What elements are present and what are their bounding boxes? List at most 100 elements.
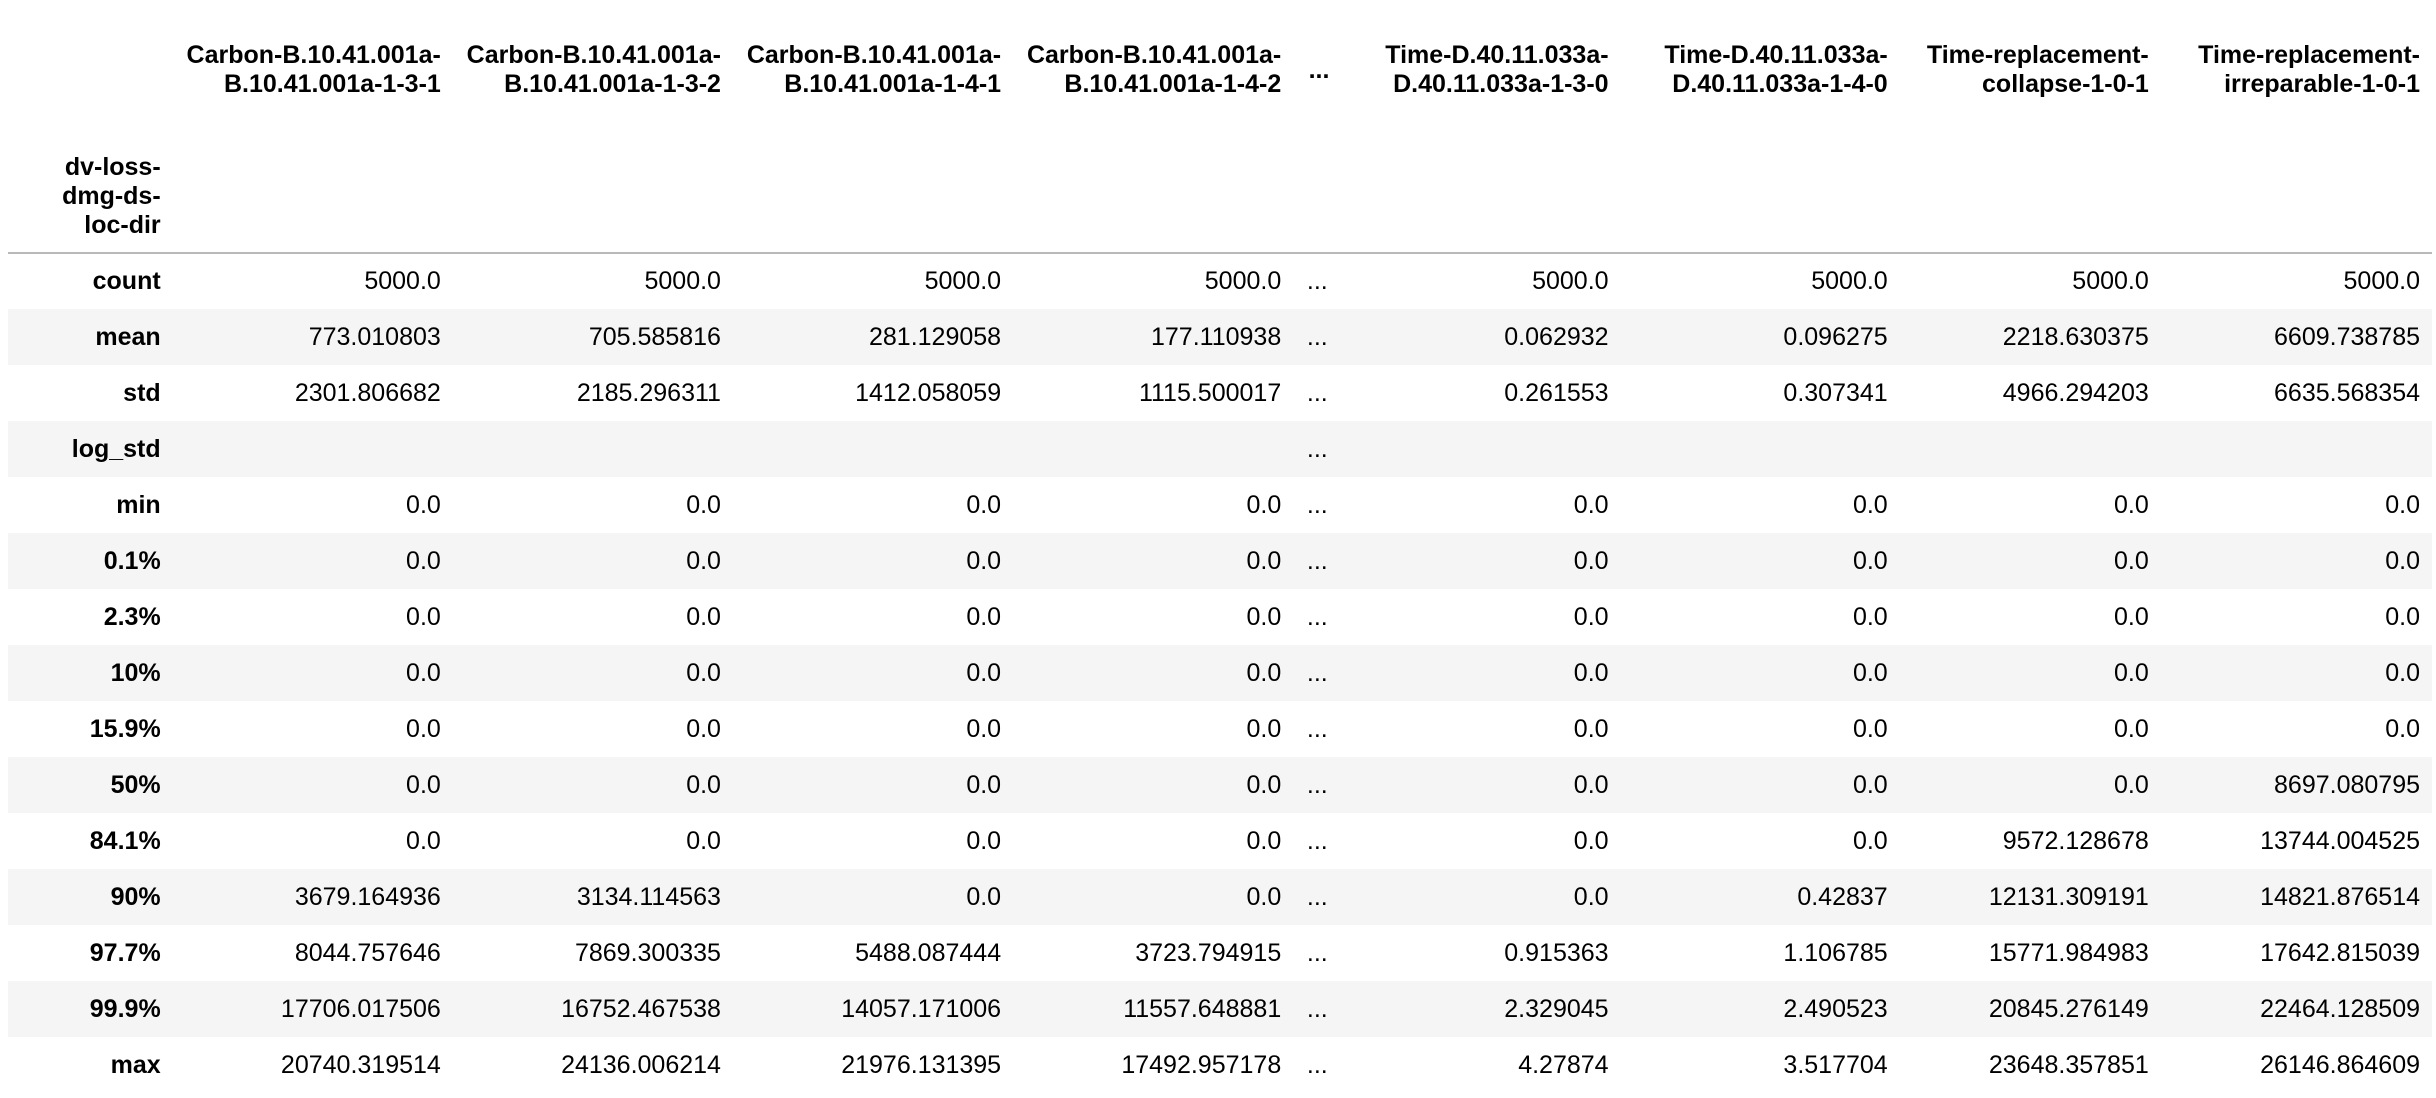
table-cell: 17642.815039	[2260, 938, 2420, 967]
table-cell: 0.0	[1573, 490, 1609, 519]
table-cell: 0.0	[2114, 658, 2149, 687]
table-cell: 773.010803	[308, 322, 441, 351]
table-cell: 5000.0	[924, 267, 1002, 295]
blank-header-cell	[1013, 140, 1294, 254]
row-label: 15.9%	[89, 714, 161, 743]
row-label: 99.9%	[89, 994, 161, 1023]
table-cell: 0.0	[686, 826, 721, 855]
table-cell: 3.517704	[1783, 1050, 1888, 1079]
table-cell: 20845.276149	[1988, 994, 2149, 1023]
table-cell	[1621, 421, 1900, 477]
table-cell: 4.27874	[1518, 1050, 1609, 1079]
corner-cell	[8, 0, 173, 140]
table-cell: 14057.171006	[841, 994, 1002, 1023]
table-cell: 24136.006214	[561, 1050, 721, 1079]
table-cell: 0.0	[406, 602, 441, 631]
table-cell: 12131.309191	[1988, 882, 2149, 911]
index-name-row: dv-loss-dmg-ds-loc-dir	[8, 140, 2432, 254]
ellipsis-cell: ...	[1306, 826, 1328, 855]
blank-header-cell	[1620, 140, 1900, 254]
table-cell: 5488.087444	[855, 938, 1002, 967]
table-cell: 0.096275	[1783, 322, 1888, 351]
table-cell: 0.0	[2385, 490, 2420, 519]
table-cell: 0.0	[406, 658, 441, 687]
table-cell: 0.0	[966, 714, 1002, 743]
table-cell: 0.0	[966, 602, 1002, 631]
table-cell: 0.0	[966, 546, 1002, 575]
table-cell: 0.0	[1246, 546, 1282, 575]
table-cell: 2218.630375	[2002, 322, 2149, 351]
table-cell: 0.0	[1246, 826, 1282, 855]
ellipsis-cell: ...	[1306, 267, 1328, 295]
table-cell: 17706.017506	[280, 994, 441, 1023]
table-row: 2.3% 0.0 0.0 0.0 0.0... 0.0 0.0 0.0 0.0	[8, 589, 2432, 645]
table-cell: 0.307341	[1783, 378, 1888, 407]
table-cell: 1115.500017	[1138, 378, 1282, 407]
column-header: Carbon-B.10.41.001a-B.10.41.001a-1-3-2	[466, 41, 721, 98]
table-cell: 0.0	[1852, 826, 1888, 855]
table-cell	[453, 421, 733, 477]
blank-header-cell	[2160, 140, 2432, 254]
ellipsis-cell: ...	[1306, 882, 1328, 911]
row-label: 2.3%	[103, 602, 161, 631]
ellipsis-cell: ...	[1306, 546, 1328, 575]
table-cell: 0.0	[406, 826, 441, 855]
table-row: max 20740.319514 24136.006214 21976.131395 1…	[8, 1037, 2432, 1093]
table-cell: 8044.757646	[294, 938, 441, 967]
ellipsis-cell: ...	[1306, 1050, 1328, 1079]
table-cell: 1412.058059	[855, 378, 1002, 407]
table-cell: 0.0	[1246, 714, 1282, 743]
table-row: 15.9% 0.0 0.0 0.0 0.0... 0.0 0.0 0.0 0.0	[8, 701, 2432, 757]
row-label: 10%	[110, 658, 161, 687]
table-cell: 0.915363	[1504, 938, 1609, 967]
table-cell: 0.0	[966, 770, 1002, 799]
table-cell: 0.0	[966, 658, 1002, 687]
table-cell: 0.0	[686, 602, 721, 631]
table-cell: 0.0	[686, 546, 721, 575]
table-cell: 0.0	[2385, 546, 2420, 575]
column-header: Time-replacement-irreparable-1-0-1	[2198, 41, 2420, 98]
table-cell: 0.261553	[1504, 378, 1609, 407]
table-cell: 0.0	[966, 490, 1002, 519]
row-label: count	[92, 267, 161, 295]
table-cell: 281.129058	[869, 322, 1002, 351]
column-header: Time-D.40.11.033a-D.40.11.033a-1-3-0	[1385, 41, 1609, 98]
index-name-label: dv-loss-dmg-ds-loc-dir	[62, 152, 161, 239]
table-cell: 5000.0	[1811, 267, 1888, 295]
table-cell: 0.0	[1852, 490, 1888, 519]
table-cell: 0.0	[2114, 602, 2149, 631]
table-cell: 1.106785	[1783, 938, 1888, 967]
ellipsis-cell: ...	[1306, 378, 1328, 407]
table-cell: 0.0	[2114, 714, 2149, 743]
table-cell: 17492.957178	[1121, 1050, 1282, 1079]
table-cell: 6635.568354	[2274, 378, 2420, 407]
blank-header-cell	[1899, 140, 2161, 254]
ellipsis-cell: ...	[1306, 938, 1328, 967]
table-cell: 0.0	[2385, 714, 2420, 743]
table-cell: 0.0	[2385, 658, 2420, 687]
table-cell: 0.0	[1246, 602, 1282, 631]
table-cell: 0.0	[1246, 882, 1282, 911]
blank-header-cell	[732, 140, 1014, 254]
ellipsis-cell: ...	[1306, 434, 1328, 463]
row-label: 50%	[110, 770, 161, 799]
table-row: log_std...	[8, 421, 2432, 477]
table-cell: 26146.864609	[2260, 1050, 2420, 1079]
blank-header-cell	[172, 140, 453, 254]
table-row: 10% 0.0 0.0 0.0 0.0... 0.0 0.0 0.0 0.0	[8, 645, 2432, 701]
table-row: mean 773.010803 705.585816 281.129058 177.11…	[8, 309, 2432, 365]
table-cell	[1013, 421, 1293, 477]
table-cell: 5000.0	[2343, 267, 2420, 295]
table-cell: 5000.0	[1204, 267, 1282, 295]
table-cell: 0.0	[2385, 602, 2420, 631]
table-cell: 14821.876514	[2260, 882, 2420, 911]
blank-header-cell	[1293, 140, 1342, 254]
column-header: Carbon-B.10.41.001a-B.10.41.001a-1-4-2	[1026, 41, 1282, 98]
table-cell: 5000.0	[644, 267, 721, 295]
column-header: Time-D.40.11.033a-D.40.11.033a-1-4-0	[1664, 41, 1888, 98]
table-cell: 0.0	[1852, 546, 1888, 575]
table-cell: 0.0	[1573, 882, 1609, 911]
ellipsis-cell: ...	[1306, 602, 1328, 631]
table-cell: 0.0	[1573, 714, 1609, 743]
table-cell	[173, 421, 453, 477]
